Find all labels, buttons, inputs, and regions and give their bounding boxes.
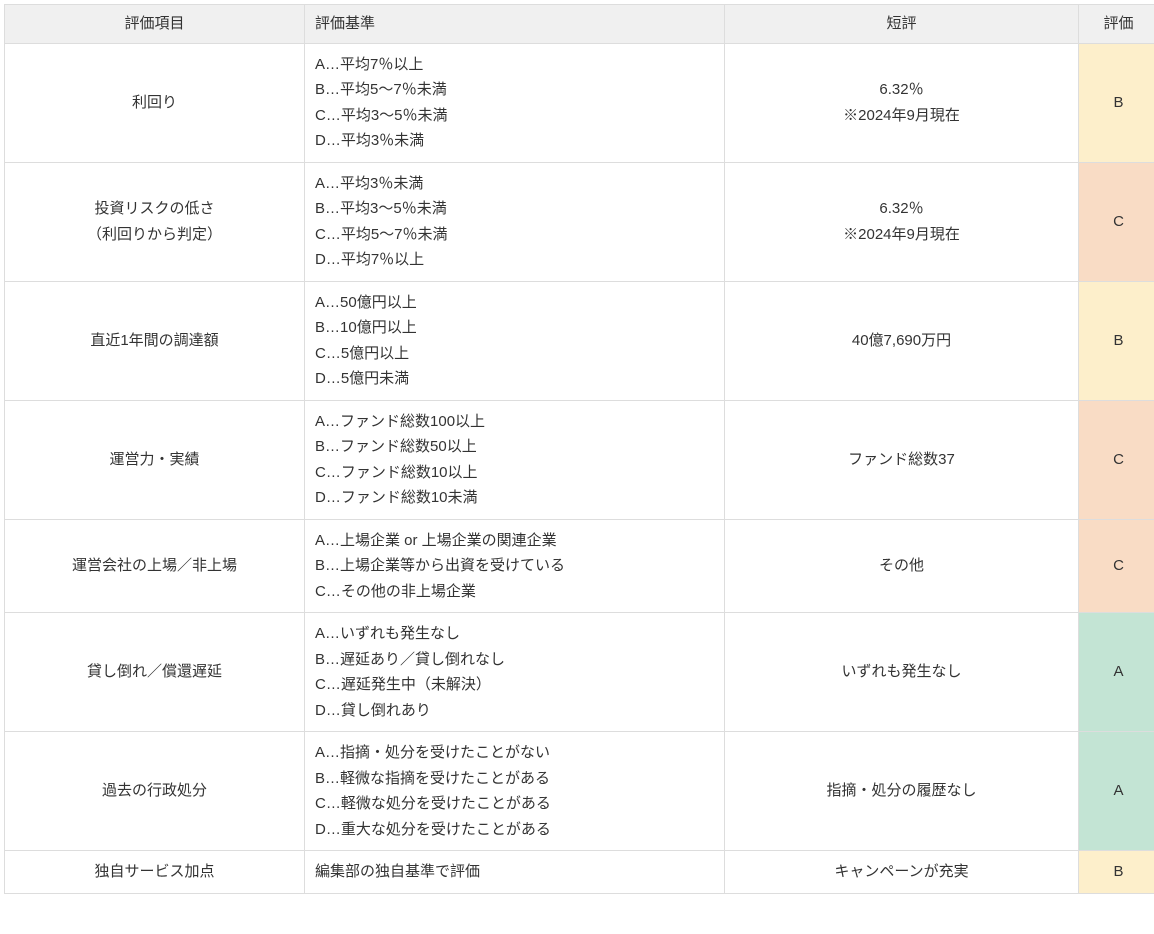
criteria-line: B…10億円以上 [315,315,714,341]
criteria-line: D…重大な処分を受けたことがある [315,817,714,843]
cell-grade: C [1079,162,1154,281]
review-line: ファンド総数37 [735,447,1068,473]
cell-item: 直近1年間の調達額 [5,281,305,400]
cell-grade: A [1079,732,1154,851]
criteria-line: C…その他の非上場企業 [315,579,714,605]
cell-item: 過去の行政処分 [5,732,305,851]
cell-criteria: A…ファンド総数100以上B…ファンド総数50以上C…ファンド総数10以上D…フ… [305,400,725,519]
cell-item: 運営力・実績 [5,400,305,519]
cell-grade: B [1079,851,1154,894]
criteria-line: 編集部の独自基準で評価 [315,859,714,885]
criteria-line: C…軽微な処分を受けたことがある [315,791,714,817]
criteria-line: D…ファンド総数10未満 [315,485,714,511]
item-text: 直近1年間の調達額 [15,328,294,354]
criteria-line: C…平均5〜7％未満 [315,222,714,248]
header-criteria: 評価基準 [305,5,725,44]
table-row: 利回りA…平均7％以上B…平均5〜7％未満C…平均3〜5％未満D…平均3％未満6… [5,43,1154,162]
table-row: 貸し倒れ／償還遅延 A…いずれも発生なしB…遅延あり／貸し倒れなしC…遅延発生中（… [5,613,1154,732]
item-text: （利回りから判定） [15,222,294,248]
cell-review: 6.32％※2024年9月現在 [725,162,1079,281]
criteria-line: D…5億円未満 [315,366,714,392]
table-row: 運営会社の上場／非上場 A…上場企業 or 上場企業の関連企業B…上場企業等から出… [5,519,1154,613]
criteria-line: A…ファンド総数100以上 [315,409,714,435]
review-line: 40億7,690万円 [735,328,1068,354]
criteria-line: B…上場企業等から出資を受けている [315,553,714,579]
item-text: 投資リスクの低さ [15,196,294,222]
cell-criteria: A…平均7％以上B…平均5〜7％未満C…平均3〜5％未満D…平均3％未満 [305,43,725,162]
table-row: 運営力・実績 A…ファンド総数100以上B…ファンド総数50以上C…ファンド総数1… [5,400,1154,519]
item-text: 利回り [15,90,294,116]
cell-criteria: A…平均3％未満B…平均3〜5％未満C…平均5〜7％未満D…平均7％以上 [305,162,725,281]
criteria-line: C…遅延発生中（未解決） [315,672,714,698]
criteria-line: B…遅延あり／貸し倒れなし [315,647,714,673]
cell-item: 運営会社の上場／非上場 [5,519,305,613]
criteria-line: A…平均7％以上 [315,52,714,78]
item-text: 独自サービス加点 [15,859,294,885]
table-body: 利回りA…平均7％以上B…平均5〜7％未満C…平均3〜5％未満D…平均3％未満6… [5,43,1154,893]
review-line: いずれも発生なし [735,659,1068,685]
cell-criteria: A…いずれも発生なしB…遅延あり／貸し倒れなしC…遅延発生中（未解決）D…貸し倒… [305,613,725,732]
cell-review: 40億7,690万円 [725,281,1079,400]
criteria-line: A…上場企業 or 上場企業の関連企業 [315,528,714,554]
cell-grade: C [1079,400,1154,519]
review-line: その他 [735,553,1068,579]
table-row: 投資リスクの低さ（利回りから判定）A…平均3％未満B…平均3〜5％未満C…平均5… [5,162,1154,281]
cell-review: ファンド総数37 [725,400,1079,519]
review-line: 指摘・処分の履歴なし [735,778,1068,804]
criteria-line: C…5億円以上 [315,341,714,367]
cell-criteria: 編集部の独自基準で評価 [305,851,725,894]
cell-review: 6.32％※2024年9月現在 [725,43,1079,162]
review-line: 6.32％ [735,77,1068,103]
cell-item: 貸し倒れ／償還遅延 [5,613,305,732]
item-text: 貸し倒れ／償還遅延 [15,659,294,685]
criteria-line: A…いずれも発生なし [315,621,714,647]
cell-grade: A [1079,613,1154,732]
criteria-line: C…ファンド総数10以上 [315,460,714,486]
cell-criteria: A…指摘・処分を受けたことがないB…軽微な指摘を受けたことがあるC…軽微な処分を… [305,732,725,851]
review-line: ※2024年9月現在 [735,103,1068,129]
criteria-line: D…貸し倒れあり [315,698,714,724]
item-text: 運営力・実績 [15,447,294,473]
criteria-line: B…軽微な指摘を受けたことがある [315,766,714,792]
table-row: 直近1年間の調達額 A…50億円以上B…10億円以上C…5億円以上D…5億円未満 4… [5,281,1154,400]
item-text: 過去の行政処分 [15,778,294,804]
criteria-line: A…指摘・処分を受けたことがない [315,740,714,766]
criteria-line: C…平均3〜5％未満 [315,103,714,129]
cell-review: 指摘・処分の履歴なし [725,732,1079,851]
cell-item: 独自サービス加点 [5,851,305,894]
item-text: 運営会社の上場／非上場 [15,553,294,579]
header-review: 短評 [725,5,1079,44]
review-line: ※2024年9月現在 [735,222,1068,248]
cell-review: その他 [725,519,1079,613]
cell-review: いずれも発生なし [725,613,1079,732]
criteria-line: A…50億円以上 [315,290,714,316]
header-item: 評価項目 [5,5,305,44]
criteria-line: D…平均3％未満 [315,128,714,154]
cell-grade: C [1079,519,1154,613]
criteria-line: A…平均3％未満 [315,171,714,197]
cell-item: 利回り [5,43,305,162]
cell-grade: B [1079,43,1154,162]
cell-criteria: A…50億円以上B…10億円以上C…5億円以上D…5億円未満 [305,281,725,400]
table-header-row: 評価項目 評価基準 短評 評価 [5,5,1154,44]
criteria-line: B…平均3〜5％未満 [315,196,714,222]
criteria-line: B…平均5〜7％未満 [315,77,714,103]
evaluation-table: 評価項目 評価基準 短評 評価 利回りA…平均7％以上B…平均5〜7％未満C…平… [4,4,1154,894]
cell-grade: B [1079,281,1154,400]
table-row: 過去の行政処分 A…指摘・処分を受けたことがないB…軽微な指摘を受けたことがあるC… [5,732,1154,851]
cell-review: キャンペーンが充実 [725,851,1079,894]
review-line: 6.32％ [735,196,1068,222]
table-row: 独自サービス加点編集部の独自基準で評価キャンペーンが充実 B [5,851,1154,894]
review-line: キャンペーンが充実 [735,859,1068,885]
cell-criteria: A…上場企業 or 上場企業の関連企業B…上場企業等から出資を受けているC…その… [305,519,725,613]
criteria-line: B…ファンド総数50以上 [315,434,714,460]
cell-item: 投資リスクの低さ（利回りから判定） [5,162,305,281]
criteria-line: D…平均7％以上 [315,247,714,273]
header-grade: 評価 [1079,5,1154,44]
